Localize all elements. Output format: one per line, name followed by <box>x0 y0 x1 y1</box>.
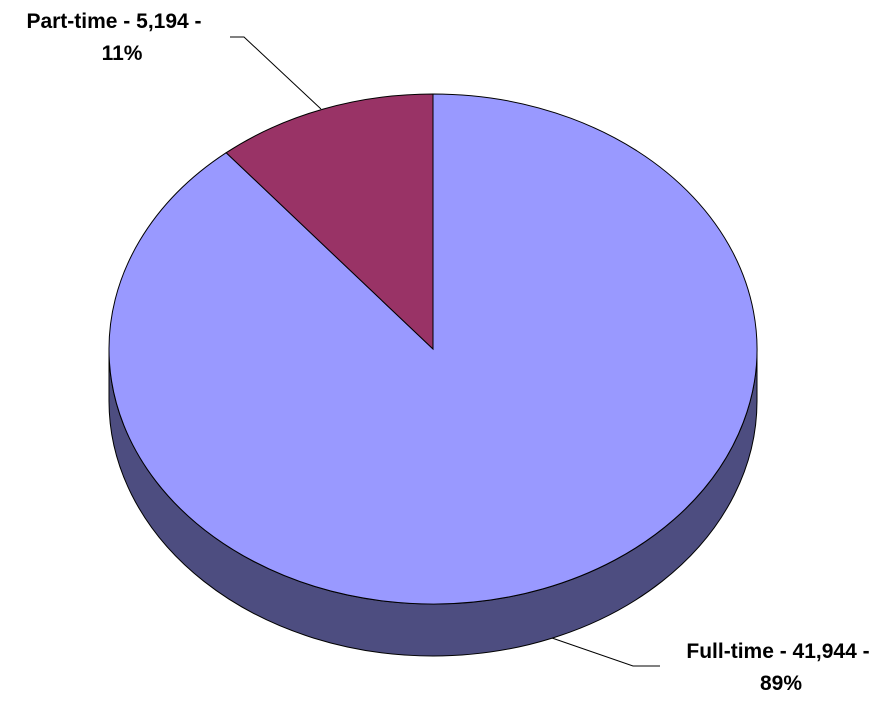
slice-label-full-time-line1: Full-time - 41,944 - <box>686 640 869 663</box>
leader-line-part-time <box>230 36 322 110</box>
pie-slice-part-time <box>225 93 434 351</box>
slice-label-part-time-line2: 11% <box>102 42 143 65</box>
slice-label-part-time-line1: Part-time - 5,194 - <box>26 10 201 33</box>
leader-line-full-time <box>551 637 660 667</box>
pie-top-layer <box>108 93 758 605</box>
slice-label-full-time-line2: 89% <box>760 672 802 695</box>
leader-lines <box>230 36 660 667</box>
